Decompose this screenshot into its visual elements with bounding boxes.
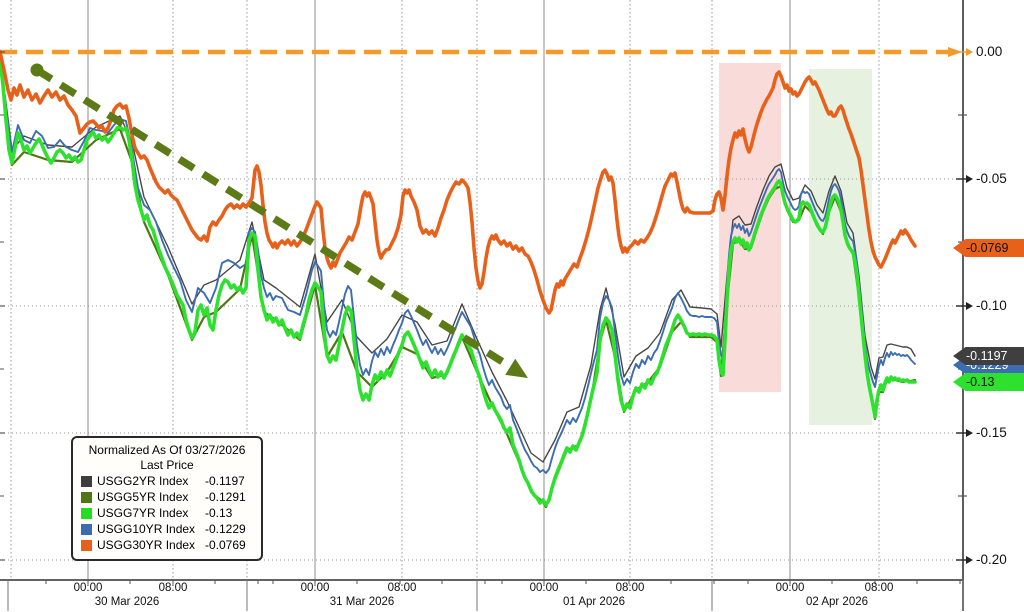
trend-arrow-head <box>505 358 528 378</box>
x-time-label: 08:00 <box>158 582 188 594</box>
legend-series-value: -0.13 <box>205 506 233 520</box>
x-date-label: 31 Mar 2026 <box>329 596 395 608</box>
y-axis-label: 0.00 <box>976 44 1003 59</box>
x-time-label: 08:00 <box>864 582 894 594</box>
highlight-band-red <box>719 63 781 392</box>
x-time-label: 00:00 <box>73 582 103 594</box>
x-date-label: 02 Apr 2026 <box>805 596 869 608</box>
y-axis-label: -0.15 <box>976 425 1007 440</box>
legend-series-name: USGG7YR Index <box>97 506 189 520</box>
x-date-label: 01 Apr 2026 <box>562 596 626 608</box>
y-axis-label: -0.05 <box>976 171 1007 186</box>
x-time-label: 00:00 <box>529 582 559 594</box>
legend-series-value: -0.0769 <box>205 538 246 552</box>
legend-series-value: -0.1197 <box>205 474 245 488</box>
x-time-label: 00:00 <box>775 582 805 594</box>
legend-row: USGG7YR Index -0.13 <box>81 505 253 521</box>
legend-box: Normalized As Of 03/27/2026 Last Price U… <box>71 436 263 561</box>
series-usgg10yr <box>0 57 916 474</box>
series-usgg7yr <box>0 58 917 507</box>
last-price-badge: -0.1197 <box>953 347 1024 365</box>
legend-row: USGG5YR Index -0.1291 <box>81 489 253 505</box>
y-tick-arrow <box>966 556 973 564</box>
legend-swatch-icon <box>81 475 92 487</box>
legend-subtitle: Last Price <box>140 458 194 472</box>
legend-swatch-icon <box>81 539 92 551</box>
legend-series-name: USGG10YR Index <box>97 522 196 536</box>
legend-series-value: -0.1229 <box>205 522 246 536</box>
y-tick-arrow <box>966 175 973 183</box>
legend-series-name: USGG30YR Index <box>97 538 196 552</box>
y-tick-arrow <box>966 429 973 437</box>
series-usgg30yr <box>0 50 917 315</box>
x-time-label: 08:00 <box>387 582 417 594</box>
x-time-label: 00:00 <box>300 582 330 594</box>
legend-series-name: USGG2YR Index <box>97 474 189 488</box>
x-time-label: 08:00 <box>615 582 645 594</box>
last-price-badge: -0.13 <box>953 373 1024 391</box>
y-axis-label: -0.20 <box>976 552 1007 567</box>
legend-row: USGG2YR Index -0.1197 <box>81 473 253 489</box>
legend-series-value: -0.1291 <box>205 490 246 504</box>
last-price-badge: -0.0769 <box>953 239 1024 257</box>
zero-line-arrowhead <box>948 47 962 57</box>
x-date-label: 30 Mar 2026 <box>94 596 160 608</box>
y-tick-arrow <box>966 48 973 56</box>
legend-swatch-icon <box>81 507 92 519</box>
legend-swatch-icon <box>81 523 92 535</box>
legend-swatch-icon <box>81 491 92 503</box>
highlight-band-green <box>809 69 872 425</box>
legend-series-name: USGG5YR Index <box>97 490 189 504</box>
legend-row: USGG30YR Index -0.0769 <box>81 537 253 553</box>
y-axis-label: -0.10 <box>976 298 1007 313</box>
y-tick-arrow <box>966 302 973 310</box>
legend-rows: USGG2YR Index -0.1197 USGG5YR Index -0.1291… <box>81 473 253 553</box>
legend-title: Normalized As Of 03/27/2026 <box>88 443 246 457</box>
trend-arrow-line <box>35 66 516 373</box>
legend-row: USGG10YR Index -0.1229 <box>81 521 253 537</box>
